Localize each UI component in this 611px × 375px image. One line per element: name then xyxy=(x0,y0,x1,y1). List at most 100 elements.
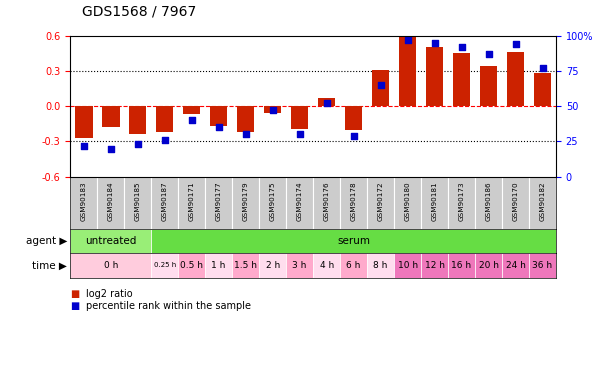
Text: GSM90185: GSM90185 xyxy=(135,181,141,220)
Bar xyxy=(183,106,200,114)
Bar xyxy=(534,73,551,106)
Point xyxy=(456,44,466,50)
Bar xyxy=(210,106,227,126)
Text: GSM90170: GSM90170 xyxy=(513,181,519,220)
Text: 24 h: 24 h xyxy=(505,261,525,270)
Text: GSM90172: GSM90172 xyxy=(378,181,384,220)
Text: agent ▶: agent ▶ xyxy=(26,236,67,246)
Text: GSM90176: GSM90176 xyxy=(324,181,329,220)
Text: 6 h: 6 h xyxy=(346,261,361,270)
Bar xyxy=(529,254,556,278)
Bar xyxy=(340,177,367,229)
Point xyxy=(403,37,412,43)
Text: GSM90180: GSM90180 xyxy=(404,181,411,220)
Bar xyxy=(475,177,502,229)
Point xyxy=(538,65,547,71)
Point xyxy=(484,51,494,57)
Bar xyxy=(129,106,147,134)
Bar xyxy=(448,254,475,278)
Text: 1 h: 1 h xyxy=(211,261,226,270)
Bar xyxy=(152,177,178,229)
Text: time ▶: time ▶ xyxy=(32,260,67,270)
Bar xyxy=(367,177,394,229)
Text: percentile rank within the sample: percentile rank within the sample xyxy=(86,301,251,310)
Text: 16 h: 16 h xyxy=(452,261,472,270)
Text: GSM90182: GSM90182 xyxy=(540,181,546,220)
Text: GSM90183: GSM90183 xyxy=(81,181,87,220)
Bar xyxy=(394,254,421,278)
Text: GDS1568 / 7967: GDS1568 / 7967 xyxy=(82,5,197,19)
Bar xyxy=(178,254,205,278)
Text: 20 h: 20 h xyxy=(478,261,499,270)
Text: GSM90173: GSM90173 xyxy=(459,181,464,220)
Bar xyxy=(205,177,232,229)
Text: GSM90181: GSM90181 xyxy=(431,181,437,220)
Bar xyxy=(426,47,444,106)
Point xyxy=(214,124,224,130)
Bar xyxy=(152,229,556,254)
Bar xyxy=(448,177,475,229)
Point xyxy=(430,40,439,46)
Bar xyxy=(178,177,205,229)
Bar xyxy=(97,177,124,229)
Text: 0.5 h: 0.5 h xyxy=(180,261,203,270)
Bar xyxy=(124,177,151,229)
Text: GSM90187: GSM90187 xyxy=(162,181,167,220)
Text: log2 ratio: log2 ratio xyxy=(86,290,132,299)
Bar xyxy=(232,177,259,229)
Bar xyxy=(70,229,151,254)
Text: 12 h: 12 h xyxy=(425,261,445,270)
Bar xyxy=(421,254,448,278)
Bar xyxy=(313,254,340,278)
Text: 10 h: 10 h xyxy=(398,261,418,270)
Bar xyxy=(259,177,286,229)
Text: GSM90175: GSM90175 xyxy=(269,181,276,220)
Bar xyxy=(259,254,286,278)
Point xyxy=(133,141,142,147)
Bar xyxy=(394,177,421,229)
Bar xyxy=(399,37,416,106)
Text: 4 h: 4 h xyxy=(320,261,334,270)
Bar xyxy=(507,52,524,106)
Text: 2 h: 2 h xyxy=(266,261,280,270)
Bar xyxy=(453,53,470,106)
Bar xyxy=(237,106,254,132)
Bar xyxy=(529,177,556,229)
Text: untreated: untreated xyxy=(85,236,136,246)
Bar xyxy=(480,66,497,106)
Bar xyxy=(502,254,529,278)
Point xyxy=(187,117,197,123)
Point xyxy=(106,146,115,152)
Text: GSM90184: GSM90184 xyxy=(108,181,114,220)
Point xyxy=(511,41,521,47)
Text: GSM90179: GSM90179 xyxy=(243,181,249,220)
Bar xyxy=(102,106,120,128)
Text: GSM90178: GSM90178 xyxy=(351,181,357,220)
Point xyxy=(241,131,251,137)
Bar xyxy=(152,254,178,278)
Point xyxy=(322,100,332,106)
Point xyxy=(376,82,386,88)
Text: 0 h: 0 h xyxy=(103,261,118,270)
Text: GSM90174: GSM90174 xyxy=(297,181,302,220)
Point xyxy=(160,137,170,143)
Bar xyxy=(70,177,97,229)
Text: GSM90177: GSM90177 xyxy=(216,181,222,220)
Bar xyxy=(156,106,174,132)
Bar xyxy=(475,254,502,278)
Bar xyxy=(313,177,340,229)
Bar xyxy=(232,254,259,278)
Bar xyxy=(286,177,313,229)
Bar xyxy=(291,106,309,129)
Bar xyxy=(502,177,529,229)
Text: ■: ■ xyxy=(70,301,79,310)
Bar xyxy=(367,254,394,278)
Bar xyxy=(372,70,389,106)
Bar xyxy=(421,177,448,229)
Text: 3 h: 3 h xyxy=(293,261,307,270)
Bar xyxy=(345,106,362,130)
Point xyxy=(295,131,304,137)
Point xyxy=(268,107,277,113)
Bar xyxy=(75,106,92,138)
Text: 1.5 h: 1.5 h xyxy=(234,261,257,270)
